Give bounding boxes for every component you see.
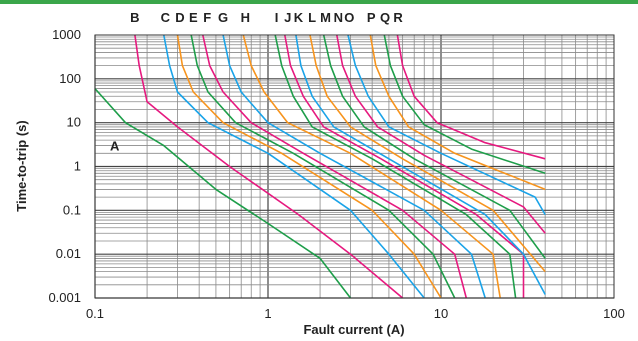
y-tick-label: 0.001 — [48, 290, 81, 305]
curve-k — [295, 34, 546, 295]
y-tick-label: 10 — [67, 115, 81, 130]
curve-i — [274, 34, 517, 299]
curve-f — [202, 34, 468, 299]
x-tick-label: 1 — [264, 306, 271, 321]
trip-curves — [94, 34, 546, 299]
curve-o — [347, 34, 546, 215]
curve-label-k: K — [294, 10, 304, 25]
curve-label-l: L — [308, 10, 316, 25]
curve-label-c: C — [161, 10, 171, 25]
curve-label-m: M — [320, 10, 331, 25]
x-axis-label: Fault current (A) — [303, 322, 404, 337]
curve-b — [134, 34, 404, 299]
curve-j — [284, 34, 525, 298]
curve-h — [242, 34, 501, 299]
y-axis-label: Time-to-trip (s) — [14, 120, 29, 211]
curve-label-o: O — [344, 10, 354, 25]
y-tick-label: 1000 — [52, 27, 81, 42]
curve-c — [163, 34, 425, 299]
curve-label-h: H — [241, 10, 250, 25]
curve-q — [383, 34, 546, 175]
curve-a — [94, 88, 352, 299]
x-tick-label: 100 — [603, 306, 625, 321]
y-tick-label: 0.1 — [63, 202, 81, 217]
curve-labels-inline: A — [110, 139, 120, 154]
curve-m — [322, 34, 546, 259]
curve-l — [309, 34, 546, 273]
plot-frame — [94, 34, 615, 299]
curve-r — [396, 34, 546, 160]
x-tick-label: 0.1 — [86, 306, 104, 321]
curve-label-j: J — [284, 10, 291, 25]
curve-label-a: A — [110, 139, 120, 154]
y-tick-label: 0.01 — [56, 246, 81, 261]
curve-p — [369, 34, 546, 191]
y-tick-label: 1 — [74, 159, 81, 174]
curve-label-i: I — [275, 10, 279, 25]
curve-g — [222, 34, 486, 299]
curve-label-e: E — [189, 10, 198, 25]
curve-label-g: G — [218, 10, 228, 25]
top-accent-bar — [0, 0, 638, 4]
x-tick-labels: 0.1 1 10 100 — [86, 306, 625, 321]
curve-n — [336, 34, 546, 234]
curve-label-r: R — [393, 10, 403, 25]
curve-label-d: D — [175, 10, 184, 25]
y-tick-labels: 0.001 0.01 0.1 1 10 100 1000 — [48, 27, 81, 305]
y-tick-label: 100 — [59, 71, 81, 86]
x-tick-label: 10 — [434, 306, 448, 321]
curve-e — [190, 34, 456, 299]
curve-label-q: Q — [380, 10, 390, 25]
curve-label-b: B — [130, 10, 139, 25]
curve-label-p: P — [367, 10, 376, 25]
curve-label-f: F — [203, 10, 211, 25]
curve-label-n: N — [334, 10, 343, 25]
curve-d — [176, 34, 442, 299]
